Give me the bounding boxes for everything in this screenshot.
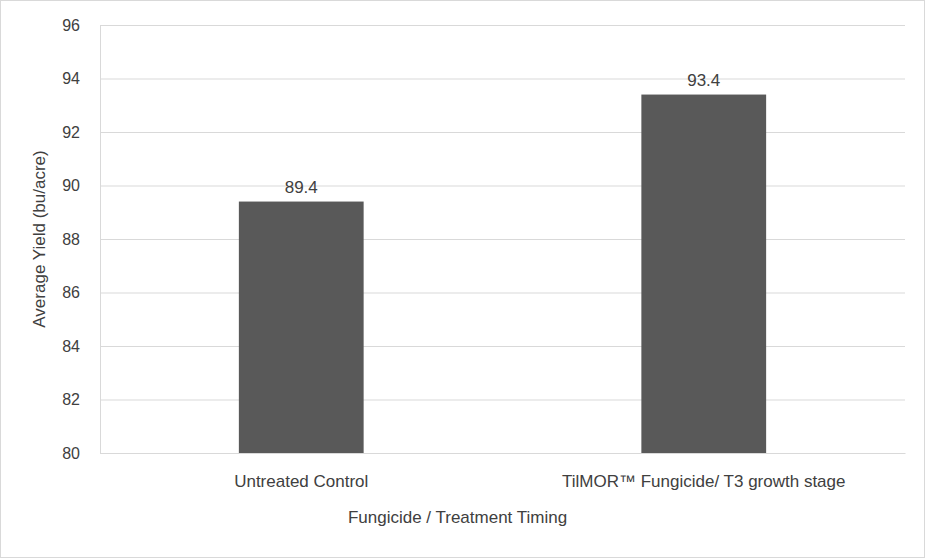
y-tick-label: 82 [62, 391, 80, 408]
y-tick-label: 96 [62, 17, 80, 34]
data-label: 93.4 [687, 71, 720, 90]
chart: 80 82 84 86 88 90 92 94 96 Untreated Control TilMO… [0, 0, 925, 558]
y-tick: 82 [62, 391, 905, 408]
grid-line [100, 453, 905, 454]
y-tick-label: 90 [62, 177, 80, 194]
data-labels: 89.4 93.4 [285, 71, 721, 197]
y-tick-label: 86 [62, 284, 80, 301]
y-tick-label: 84 [62, 338, 80, 355]
y-tick: 84 [62, 338, 905, 355]
y-tick: 94 [62, 70, 905, 87]
y-tick: 96 [62, 17, 905, 34]
y-axis: 80 82 84 86 88 90 92 94 96 [62, 17, 905, 462]
x-axis-line [101, 453, 906, 454]
x-tick: Untreated Control [234, 453, 368, 491]
y-tick-label: 94 [62, 70, 80, 87]
x-tick: TilMOR™ Fungicide/ T3 growth stage [562, 453, 845, 491]
x-axis-title: Fungicide / Treatment Timing [348, 508, 567, 527]
y-tick: 88 [62, 231, 905, 248]
y-axis-line [101, 26, 906, 454]
grid-line [100, 346, 905, 347]
bars [239, 95, 766, 453]
bar [641, 95, 766, 453]
grid-line [100, 79, 905, 80]
bar [239, 202, 364, 453]
grid-line [100, 400, 905, 401]
grid-line [100, 25, 905, 26]
y-tick: 90 [62, 177, 905, 194]
grid-line [100, 186, 905, 187]
chart-frame [1, 1, 925, 558]
grid-line [100, 293, 905, 294]
x-axis: Untreated Control TilMOR™ Fungicide/ T3 g… [101, 453, 906, 491]
data-label: 89.4 [285, 178, 318, 197]
y-tick: 92 [62, 124, 905, 141]
x-tick-label: TilMOR™ Fungicide/ T3 growth stage [562, 472, 845, 491]
y-tick-label: 92 [62, 124, 80, 141]
y-tick-label: 88 [62, 231, 80, 248]
y-axis-title: Average Yield (bu/acre) [30, 150, 49, 327]
y-tick: 80 [62, 445, 905, 462]
grid-line [100, 239, 905, 240]
plot: 80 82 84 86 88 90 92 94 96 Untreated Control TilMO… [62, 17, 905, 491]
y-tick: 86 [62, 284, 905, 301]
grid-line [100, 132, 905, 133]
y-tick-label: 80 [62, 445, 80, 462]
x-tick-label: Untreated Control [234, 472, 368, 491]
